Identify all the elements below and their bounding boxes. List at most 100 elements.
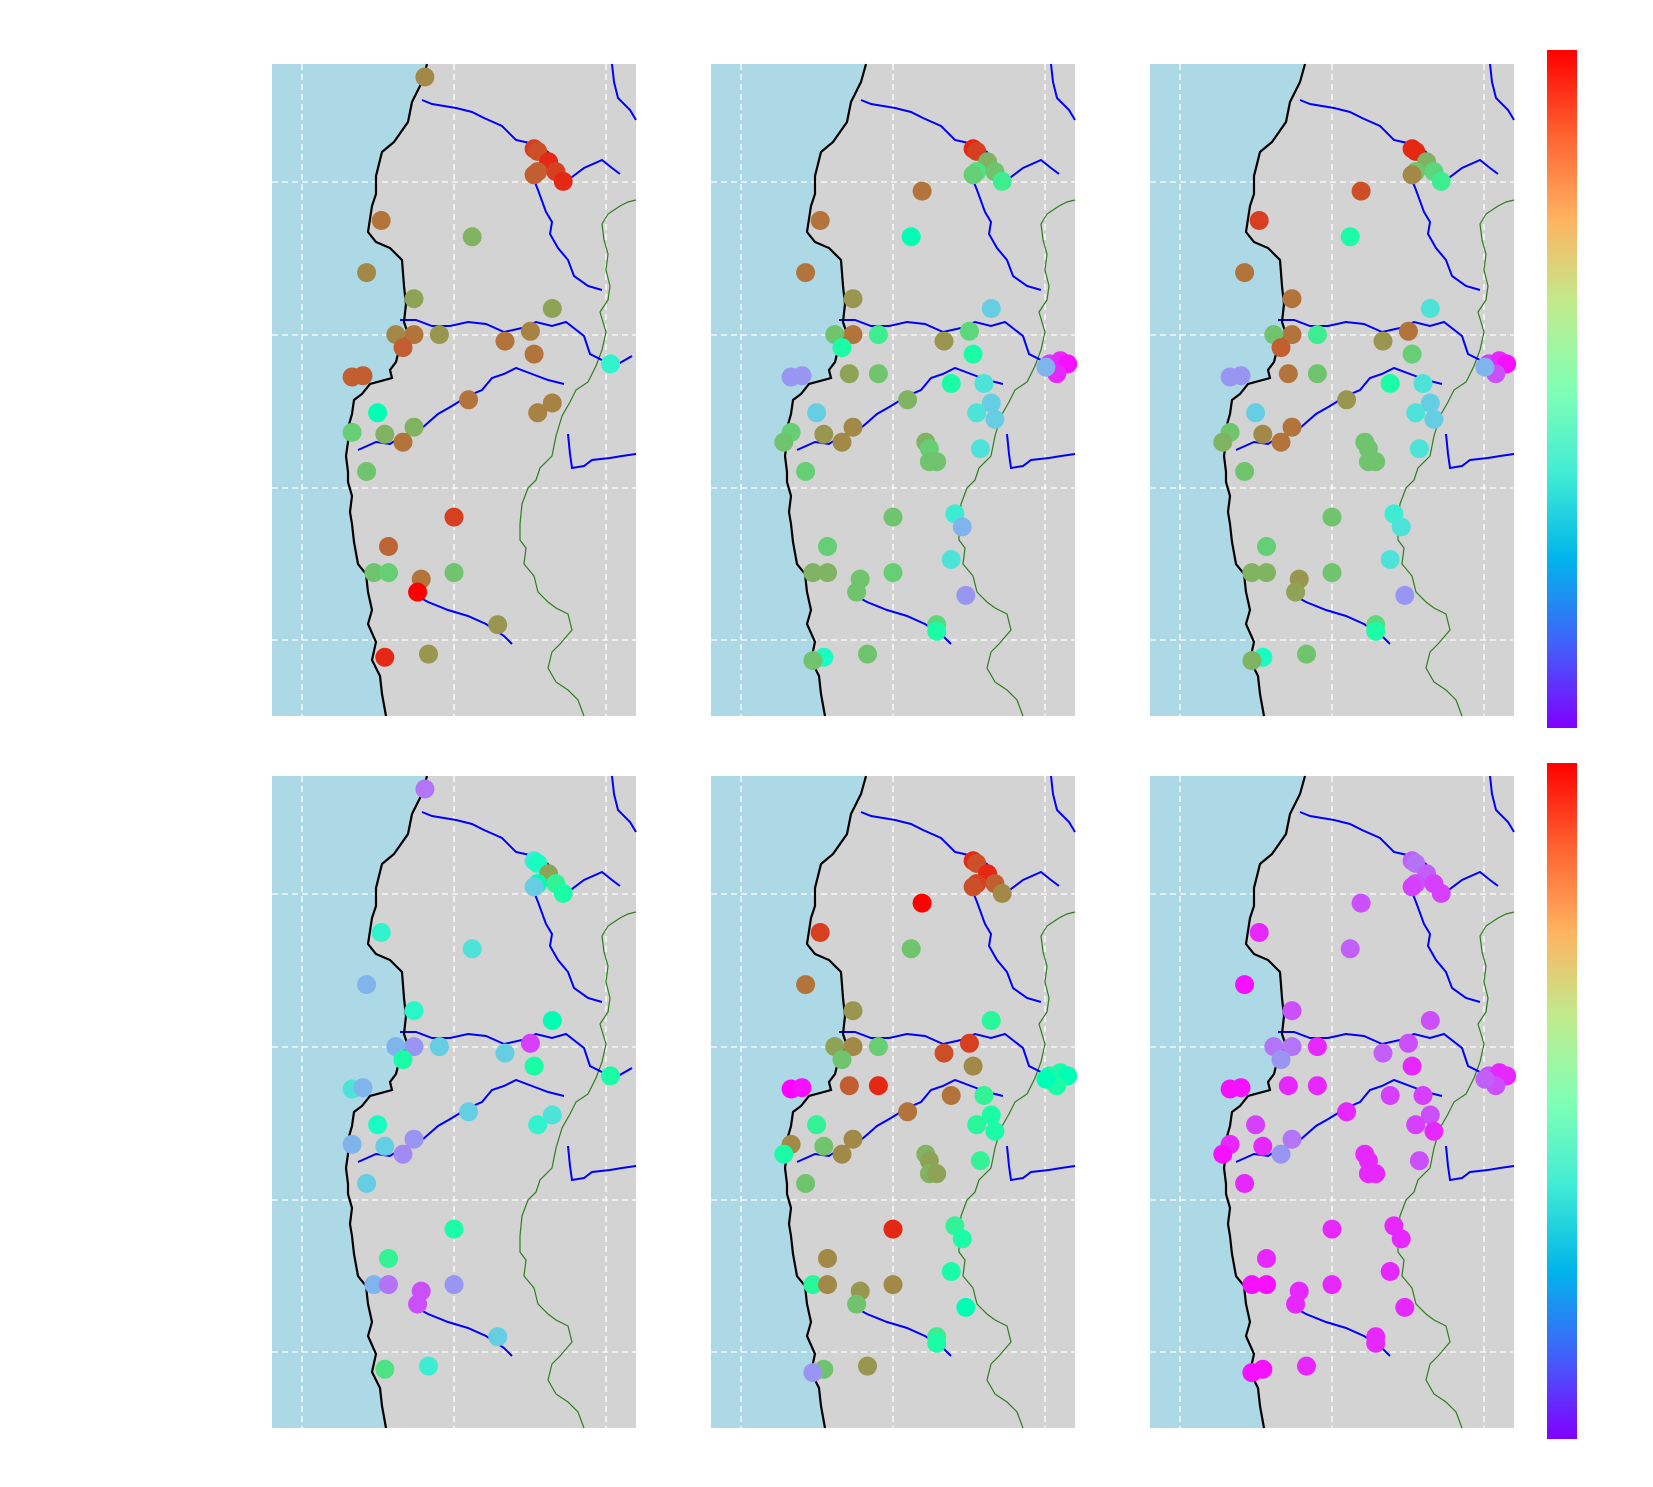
station-marker bbox=[1253, 1136, 1273, 1156]
station-marker bbox=[524, 344, 544, 364]
station-marker bbox=[601, 354, 620, 374]
station-marker bbox=[941, 374, 961, 393]
station-marker bbox=[803, 1363, 823, 1383]
station-marker bbox=[520, 1033, 540, 1053]
station-marker bbox=[404, 1037, 424, 1057]
river-line bbox=[533, 878, 603, 1003]
station-marker bbox=[542, 299, 562, 318]
station-marker bbox=[429, 325, 449, 345]
station-marker bbox=[858, 1356, 877, 1376]
river-line bbox=[1489, 775, 1515, 833]
station-marker bbox=[1271, 1050, 1291, 1070]
station-marker bbox=[843, 417, 863, 437]
river-line bbox=[411, 1304, 513, 1357]
station-marker bbox=[1231, 1078, 1251, 1098]
station-marker bbox=[1257, 563, 1276, 583]
station-marker bbox=[488, 615, 508, 635]
station-marker bbox=[868, 1037, 888, 1057]
station-marker bbox=[843, 1037, 863, 1057]
station-marker bbox=[956, 585, 976, 605]
graticule bbox=[711, 64, 1075, 716]
station-marker bbox=[967, 403, 987, 423]
station-marker bbox=[462, 939, 482, 959]
station-marker bbox=[368, 1115, 388, 1135]
station-marker bbox=[952, 517, 972, 537]
station-marker bbox=[353, 366, 373, 386]
station-marker bbox=[1380, 374, 1400, 393]
station-marker bbox=[843, 325, 863, 345]
station-marker bbox=[1282, 1129, 1302, 1149]
station-marker bbox=[542, 1011, 562, 1030]
station-marker bbox=[1282, 417, 1302, 437]
river-line bbox=[1489, 63, 1515, 121]
station-marker bbox=[524, 877, 544, 897]
station-marker bbox=[868, 1076, 888, 1096]
station-marker bbox=[601, 1066, 620, 1086]
station-marker bbox=[404, 289, 424, 309]
station-marker bbox=[927, 452, 947, 472]
country-border bbox=[519, 199, 637, 717]
station-marker bbox=[810, 211, 830, 230]
river-line bbox=[972, 878, 1042, 1003]
station-marker bbox=[843, 1129, 863, 1149]
station-marker bbox=[419, 644, 438, 664]
station-marker bbox=[974, 1086, 994, 1105]
colorbar-row-2 bbox=[1547, 763, 1577, 1439]
coastline bbox=[783, 63, 868, 717]
station-marker bbox=[379, 1249, 398, 1268]
station-marker bbox=[956, 1297, 976, 1317]
station-marker bbox=[1366, 1164, 1386, 1184]
station-marker bbox=[528, 1115, 548, 1135]
station-marker bbox=[1271, 338, 1291, 358]
graticule bbox=[1150, 64, 1514, 716]
station-marker bbox=[1235, 263, 1255, 283]
station-marker bbox=[941, 1086, 961, 1105]
station-marker bbox=[371, 211, 391, 230]
panel-r1c1 bbox=[272, 63, 637, 717]
station-marker bbox=[368, 403, 388, 423]
station-marker bbox=[1420, 1011, 1440, 1030]
station-marker bbox=[803, 563, 823, 583]
station-marker bbox=[1409, 1151, 1429, 1171]
station-marker bbox=[912, 893, 932, 913]
graticule bbox=[272, 64, 636, 716]
station-marker bbox=[408, 582, 428, 602]
station-marker bbox=[963, 344, 983, 364]
ocean-area bbox=[1150, 776, 1305, 1428]
coastline bbox=[1222, 63, 1307, 717]
station-marker bbox=[404, 325, 424, 345]
station-marker bbox=[415, 779, 435, 799]
station-marker bbox=[1297, 1356, 1316, 1376]
station-marker bbox=[1231, 366, 1251, 386]
coastline bbox=[344, 63, 429, 717]
station-marker bbox=[901, 227, 921, 247]
station-marker bbox=[1424, 1121, 1444, 1141]
station-marker bbox=[774, 1144, 794, 1164]
station-marker bbox=[963, 877, 983, 897]
panel-r2c3 bbox=[1150, 775, 1517, 1429]
river-line bbox=[1411, 166, 1481, 291]
station-marker bbox=[1322, 1275, 1342, 1295]
station-marker bbox=[992, 171, 1012, 191]
station-marker bbox=[1282, 1001, 1302, 1021]
station-marker bbox=[912, 181, 932, 201]
station-marker bbox=[963, 1056, 983, 1076]
station-marker bbox=[1366, 1333, 1386, 1353]
station-marker bbox=[1398, 321, 1418, 341]
station-marker bbox=[898, 390, 918, 410]
station-marker bbox=[542, 1105, 562, 1125]
station-marker bbox=[807, 1115, 827, 1135]
station-marker bbox=[1402, 165, 1422, 185]
station-marker bbox=[404, 417, 424, 437]
station-marker bbox=[818, 563, 837, 583]
coastline bbox=[783, 775, 868, 1429]
station-marker bbox=[495, 1043, 515, 1063]
river-line bbox=[611, 63, 637, 121]
station-marker bbox=[1282, 289, 1302, 309]
station-marker bbox=[818, 537, 837, 556]
station-marker bbox=[1391, 517, 1411, 537]
station-marker bbox=[981, 393, 1001, 413]
station-marker bbox=[858, 644, 877, 664]
panel-r1c2 bbox=[711, 63, 1078, 717]
